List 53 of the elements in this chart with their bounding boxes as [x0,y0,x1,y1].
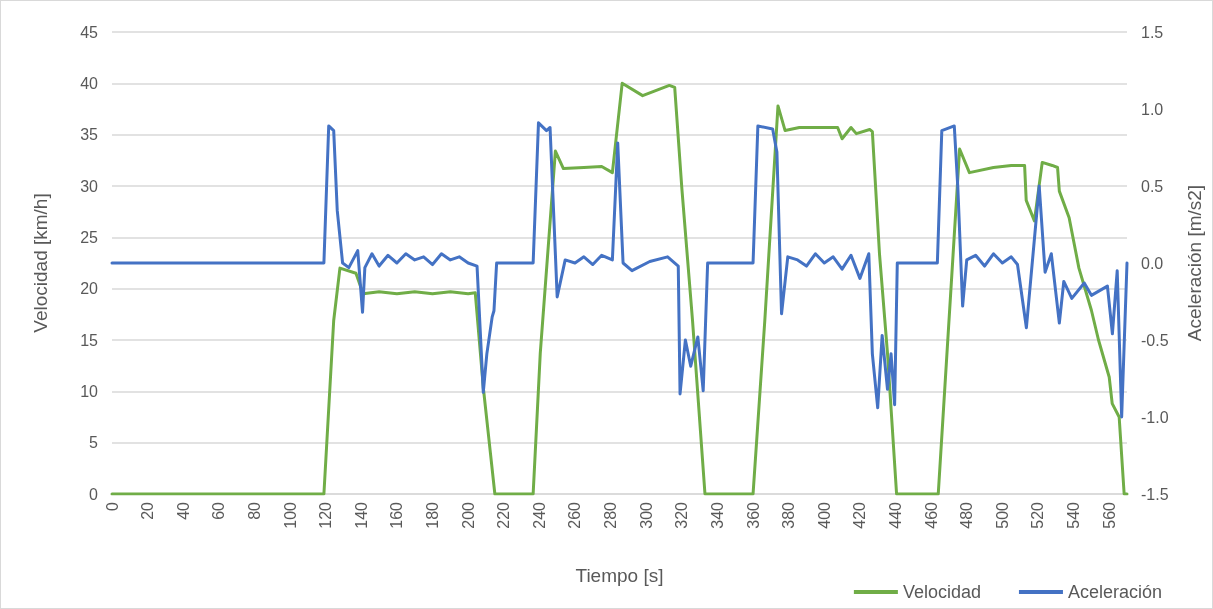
y-axis-title: Velocidad [km/h] [30,193,51,333]
x-tick-label: 0 [103,501,121,511]
x-tick-label: 120 [317,501,335,529]
x-tick-label: 240 [530,501,548,529]
y-tick-label: 5 [89,434,99,452]
x-tick-label: 180 [424,501,442,529]
x-tick-label: 140 [352,501,370,529]
y-tick-label: 40 [80,74,99,92]
x-tick-label: 460 [922,501,940,529]
x-tick-label: 520 [1029,501,1047,529]
x-tick-label: 80 [245,501,263,520]
x-axis-title: Tiempo [s] [575,565,664,586]
y-tick-label: 20 [80,280,99,298]
y-tick-label: 30 [80,177,99,195]
x-tick-label: 100 [281,501,299,529]
y2-tick-label: 0.5 [1141,177,1164,195]
y-tick-label: 10 [80,382,99,400]
y2-tick-label: -1.5 [1141,485,1169,503]
y2-tick-label: 0.0 [1141,254,1164,272]
x-tick-label: 280 [602,501,620,529]
x-tick-label: 500 [993,501,1011,529]
line-series [110,121,1129,419]
y-tick-label: 45 [80,23,99,41]
y2-tick-label: 1.5 [1141,23,1164,41]
x-tick-label: 440 [887,501,905,529]
x-tick-label: 200 [459,501,477,529]
x-tick-label: 480 [958,501,976,529]
x-tick-label: 400 [815,501,833,529]
legend-label: Velocidad [902,582,981,602]
y2-tick-label: -1.0 [1141,408,1169,426]
x-tick-label: 360 [744,501,762,529]
x-tick-label: 220 [495,501,513,529]
x-tick-label: 540 [1065,501,1083,529]
x-tick-label: 260 [566,501,584,529]
y2-tick-label: -0.5 [1141,331,1169,349]
x-tick-label: 40 [174,501,192,520]
x-tick-label: 560 [1100,501,1118,529]
y2-axis-title: Aceleración [m/s2] [1184,184,1205,342]
x-tick-label: 420 [851,501,869,529]
x-tick-label: 300 [637,501,655,529]
y-tick-label: 15 [80,331,99,349]
y2-tick-label: 1.0 [1141,100,1164,118]
x-tick-label: 60 [210,501,228,520]
line-series [110,81,1129,496]
x-tick-label: 380 [780,501,798,529]
legend-label: Aceleración [1067,582,1163,602]
y-tick-label: 25 [80,228,99,246]
x-tick-label: 320 [673,501,691,529]
x-tick-label: 20 [139,501,157,520]
x-tick-label: 160 [388,501,406,529]
x-tick-label: 340 [708,501,726,529]
y-tick-label: 35 [80,126,99,144]
y-tick-label: 0 [89,485,99,503]
